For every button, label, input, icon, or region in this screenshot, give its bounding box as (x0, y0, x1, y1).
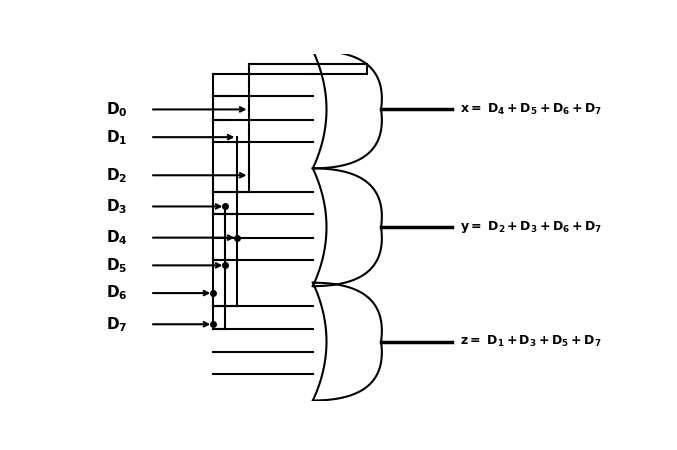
Text: $\mathbf{D_7}$: $\mathbf{D_7}$ (106, 315, 127, 333)
Text: $\mathbf{D_5}$: $\mathbf{D_5}$ (106, 256, 127, 274)
Text: $\mathbf{D_4}$: $\mathbf{D_4}$ (106, 228, 127, 247)
Text: $\mathbf{D_1}$: $\mathbf{D_1}$ (106, 128, 127, 147)
Text: $\mathbf{z = \ D_1 + D_3 + D_5 + D_7}$: $\mathbf{z = \ D_1 + D_3 + D_5 + D_7}$ (460, 334, 601, 349)
Text: $\mathbf{D_6}$: $\mathbf{D_6}$ (106, 284, 127, 302)
Text: $\mathbf{D_0}$: $\mathbf{D_0}$ (106, 100, 127, 119)
Text: $\mathbf{D_2}$: $\mathbf{D_2}$ (106, 166, 127, 184)
Text: $\mathbf{x = \ D_4 + D_5 + D_6 + D_7}$: $\mathbf{x = \ D_4 + D_5 + D_6 + D_7}$ (460, 102, 602, 117)
Text: $\mathbf{D_3}$: $\mathbf{D_3}$ (106, 197, 127, 216)
Text: $\mathbf{y = \ D_2 + D_3 + D_6 + D_7}$: $\mathbf{y = \ D_2 + D_3 + D_6 + D_7}$ (460, 219, 602, 235)
